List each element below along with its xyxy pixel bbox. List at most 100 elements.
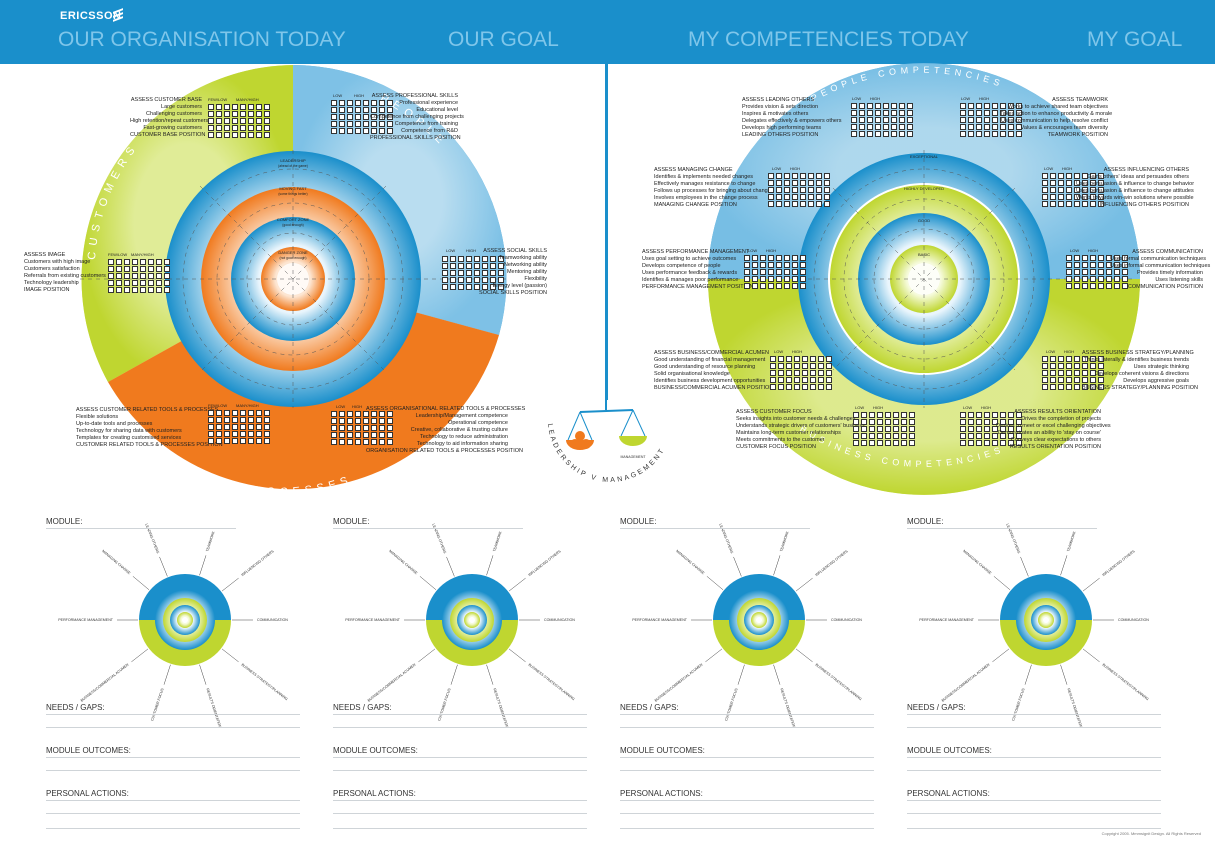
rating-checkbox[interactable] [768, 255, 774, 261]
rating-checkbox[interactable] [347, 121, 353, 127]
rating-checkbox[interactable] [808, 180, 814, 186]
rating-checkbox[interactable] [891, 117, 897, 123]
rating-checkbox[interactable] [818, 384, 824, 390]
rating-checkbox[interactable] [450, 263, 456, 269]
rating-checkbox[interactable] [802, 377, 808, 383]
rating-checkbox[interactable] [778, 370, 784, 376]
rating-checkbox[interactable] [984, 419, 990, 425]
rating-checkbox[interactable] [466, 263, 472, 269]
rating-checkbox[interactable] [240, 104, 246, 110]
rating-grid[interactable] [331, 411, 394, 445]
rating-checkbox[interactable] [208, 410, 214, 416]
write-line[interactable] [907, 770, 1161, 771]
rating-checkbox[interactable] [824, 194, 830, 200]
rating-checkbox[interactable] [256, 417, 262, 423]
rating-checkbox[interactable] [770, 384, 776, 390]
rating-checkbox[interactable] [339, 107, 345, 113]
rating-checkbox[interactable] [232, 431, 238, 437]
rating-checkbox[interactable] [1098, 276, 1104, 282]
rating-checkbox[interactable] [1114, 276, 1120, 282]
rating-checkbox[interactable] [808, 201, 814, 207]
rating-checkbox[interactable] [1000, 419, 1006, 425]
rating-checkbox[interactable] [859, 103, 865, 109]
rating-checkbox[interactable] [768, 283, 774, 289]
rating-grid[interactable] [768, 173, 831, 207]
rating-checkbox[interactable] [867, 131, 873, 137]
rating-checkbox[interactable] [853, 419, 859, 425]
rating-checkbox[interactable] [256, 118, 262, 124]
rating-checkbox[interactable] [800, 187, 806, 193]
rating-checkbox[interactable] [208, 132, 214, 138]
rating-checkbox[interactable] [1114, 269, 1120, 275]
rating-checkbox[interactable] [1106, 255, 1112, 261]
rating-checkbox[interactable] [482, 284, 488, 290]
rating-checkbox[interactable] [960, 131, 966, 137]
rating-checkbox[interactable] [1042, 180, 1048, 186]
rating-checkbox[interactable] [869, 433, 875, 439]
rating-checkbox[interactable] [984, 110, 990, 116]
rating-checkbox[interactable] [1058, 180, 1064, 186]
rating-checkbox[interactable] [140, 273, 146, 279]
rating-checkbox[interactable] [802, 356, 808, 362]
rating-checkbox[interactable] [387, 418, 393, 424]
rating-checkbox[interactable] [256, 104, 262, 110]
rating-checkbox[interactable] [156, 259, 162, 265]
rating-checkbox[interactable] [901, 426, 907, 432]
write-line[interactable] [46, 757, 300, 758]
rating-checkbox[interactable] [108, 266, 114, 272]
rating-checkbox[interactable] [786, 384, 792, 390]
rating-checkbox[interactable] [331, 432, 337, 438]
rating-checkbox[interactable] [760, 276, 766, 282]
rating-checkbox[interactable] [331, 418, 337, 424]
rating-checkbox[interactable] [140, 259, 146, 265]
rating-checkbox[interactable] [466, 256, 472, 262]
rating-checkbox[interactable] [132, 280, 138, 286]
rating-checkbox[interactable] [808, 194, 814, 200]
rating-checkbox[interactable] [869, 419, 875, 425]
rating-checkbox[interactable] [861, 419, 867, 425]
rating-checkbox[interactable] [224, 125, 230, 131]
rating-checkbox[interactable] [1090, 180, 1096, 186]
rating-checkbox[interactable] [901, 433, 907, 439]
rating-checkbox[interactable] [264, 417, 270, 423]
write-line[interactable] [46, 714, 300, 715]
rating-checkbox[interactable] [1074, 283, 1080, 289]
rating-checkbox[interactable] [851, 131, 857, 137]
rating-checkbox[interactable] [1050, 363, 1056, 369]
write-line[interactable] [333, 828, 587, 829]
rating-checkbox[interactable] [458, 284, 464, 290]
rating-checkbox[interactable] [976, 412, 982, 418]
rating-checkbox[interactable] [1066, 187, 1072, 193]
rating-checkbox[interactable] [776, 283, 782, 289]
rating-checkbox[interactable] [893, 433, 899, 439]
rating-checkbox[interactable] [893, 426, 899, 432]
rating-checkbox[interactable] [240, 438, 246, 444]
rating-checkbox[interactable] [744, 276, 750, 282]
rating-checkbox[interactable] [1000, 440, 1006, 446]
rating-checkbox[interactable] [1042, 377, 1048, 383]
rating-checkbox[interactable] [810, 384, 816, 390]
rating-checkbox[interactable] [264, 104, 270, 110]
rating-checkbox[interactable] [1106, 283, 1112, 289]
rating-checkbox[interactable] [371, 121, 377, 127]
rating-checkbox[interactable] [867, 110, 873, 116]
rating-grid[interactable] [108, 259, 171, 293]
rating-checkbox[interactable] [883, 124, 889, 130]
rating-checkbox[interactable] [893, 412, 899, 418]
rating-checkbox[interactable] [1090, 255, 1096, 261]
rating-checkbox[interactable] [355, 121, 361, 127]
rating-checkbox[interactable] [891, 110, 897, 116]
rating-checkbox[interactable] [1058, 187, 1064, 193]
rating-checkbox[interactable] [355, 418, 361, 424]
rating-checkbox[interactable] [861, 412, 867, 418]
rating-checkbox[interactable] [363, 100, 369, 106]
rating-checkbox[interactable] [240, 417, 246, 423]
rating-checkbox[interactable] [877, 433, 883, 439]
rating-checkbox[interactable] [800, 201, 806, 207]
rating-checkbox[interactable] [164, 266, 170, 272]
rating-checkbox[interactable] [371, 107, 377, 113]
rating-grid[interactable] [960, 103, 1023, 137]
rating-checkbox[interactable] [960, 433, 966, 439]
rating-checkbox[interactable] [893, 440, 899, 446]
rating-checkbox[interactable] [992, 103, 998, 109]
